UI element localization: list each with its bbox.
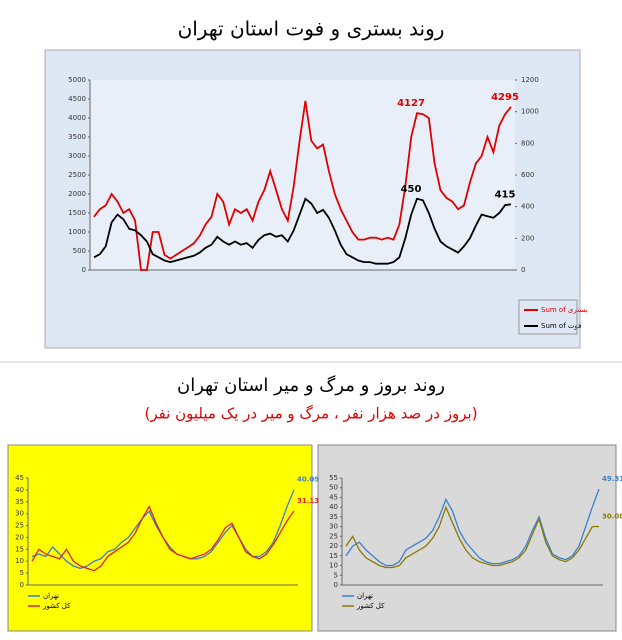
- y2-tick-label: 1200: [521, 76, 539, 84]
- y2-tick-label: 200: [521, 234, 534, 242]
- legend-label: Sum of بستری: [541, 306, 588, 314]
- y2-tick-label: 400: [521, 203, 534, 211]
- y-tick-label: 35: [15, 498, 24, 506]
- y-tick-label: 3000: [68, 152, 86, 160]
- y-tick-label: 20: [329, 542, 338, 550]
- left-panel: [7, 444, 313, 632]
- legend-label: Sum of فوت: [541, 322, 581, 330]
- y-tick-label: 2000: [68, 190, 86, 198]
- right-panel: [317, 444, 617, 632]
- section-subtitle: (بروز در صد هزار نفر ، مرگ و میر در یک م…: [144, 405, 477, 423]
- y-tick-label: 40: [329, 503, 338, 511]
- y2-tick-label: 0: [521, 266, 525, 274]
- y-tick-label: 40: [15, 486, 24, 494]
- y-tick-label: 0: [82, 266, 86, 274]
- top-title: روند بستری و فوت استان تهران: [178, 17, 445, 41]
- y-tick-label: 35: [329, 513, 338, 521]
- y2-tick-label: 1000: [521, 108, 539, 116]
- value-label: 40.09: [297, 476, 319, 484]
- value-label: 4127: [397, 98, 425, 109]
- y-tick-label: 500: [73, 247, 86, 255]
- legend-label: کل کشور: [356, 602, 385, 610]
- value-label: 49.31: [602, 475, 622, 483]
- series-line: [93, 197, 512, 265]
- top-plot: [90, 80, 515, 270]
- legend-label: کل کشور: [42, 602, 71, 610]
- y-tick-label: 30: [15, 510, 24, 518]
- y-tick-label: 2500: [68, 171, 86, 179]
- legend-box: [518, 299, 578, 335]
- y-tick-label: 1000: [68, 228, 86, 236]
- y-tick-label: 20: [15, 533, 24, 541]
- y-tick-label: 1500: [68, 209, 86, 217]
- y-tick-label: 0: [334, 581, 338, 589]
- y-tick-label: 10: [15, 557, 24, 565]
- value-label: 30.08: [602, 512, 622, 520]
- y-tick-label: 30: [329, 523, 338, 531]
- y-tick-label: 5: [334, 571, 338, 579]
- section-title: روند بروز و مرگ و میر استان تهران: [177, 375, 445, 396]
- y-tick-label: 55: [329, 474, 338, 482]
- value-label: 31.13: [297, 497, 319, 505]
- y-tick-label: 25: [329, 532, 338, 540]
- y-tick-label: 0: [20, 581, 24, 589]
- y-tick-label: 10: [329, 562, 338, 570]
- value-label: 4295: [491, 92, 519, 103]
- value-label: 415: [495, 189, 516, 200]
- y-tick-label: 15: [329, 552, 338, 560]
- y-tick-label: 4000: [68, 114, 86, 122]
- y-tick-label: 3500: [68, 133, 86, 141]
- series-line: [93, 100, 512, 271]
- series-line: [345, 488, 600, 567]
- y2-tick-label: 600: [521, 171, 534, 179]
- y-tick-label: 5000: [68, 76, 86, 84]
- y-tick-label: 50: [329, 484, 338, 492]
- y-tick-label: 15: [15, 545, 24, 553]
- y-tick-label: 4500: [68, 95, 86, 103]
- y-tick-label: 25: [15, 522, 24, 530]
- series-line: [345, 505, 600, 569]
- y2-tick-label: 800: [521, 139, 534, 147]
- value-label: 450: [401, 184, 422, 195]
- y-tick-label: 5: [20, 569, 24, 577]
- y-tick-label: 45: [15, 474, 24, 482]
- y-tick-label: 45: [329, 493, 338, 501]
- legend-label: تهران: [43, 592, 59, 600]
- series-line: [31, 505, 295, 572]
- legend-label: تهران: [357, 592, 373, 600]
